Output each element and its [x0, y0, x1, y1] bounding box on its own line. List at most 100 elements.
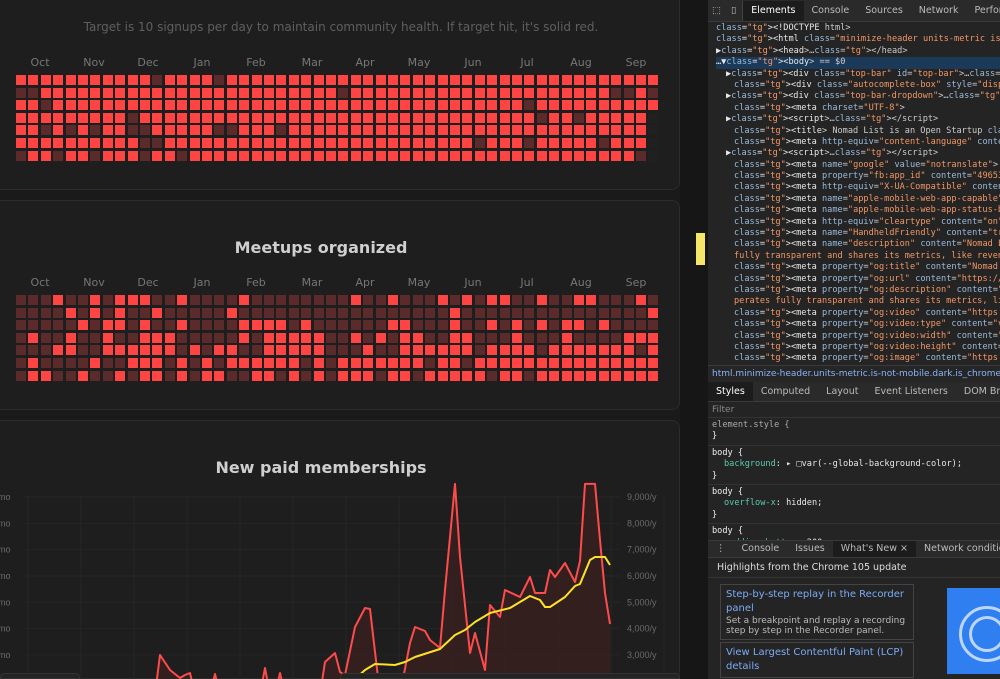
- heatmap-cell-hit[interactable]: [90, 75, 101, 85]
- heatmap-cell-hit[interactable]: [561, 320, 572, 331]
- heatmap-cell-hit[interactable]: [499, 100, 510, 111]
- heatmap-cell-hit[interactable]: [512, 100, 522, 111]
- heatmap-cell-hit[interactable]: [450, 125, 460, 136]
- heatmap-cell-miss[interactable]: [388, 307, 398, 318]
- heatmap-cell-miss[interactable]: [65, 320, 76, 331]
- heatmap-cell-hit[interactable]: [276, 100, 287, 111]
- heatmap-cell-hit[interactable]: [375, 125, 386, 136]
- heatmap-cell-miss[interactable]: [127, 370, 138, 381]
- heatmap-cell-hit[interactable]: [400, 125, 411, 136]
- heatmap-cell-hit[interactable]: [301, 320, 312, 331]
- heatmap-cell-hit[interactable]: [189, 112, 200, 123]
- heatmap-cell-hit[interactable]: [177, 100, 188, 111]
- heatmap-cell-hit[interactable]: [16, 100, 26, 111]
- heatmap-cell-hit[interactable]: [648, 75, 659, 85]
- heatmap-cell-hit[interactable]: [412, 112, 423, 123]
- heatmap-cell-miss[interactable]: [202, 307, 212, 318]
- heatmap-cell-hit[interactable]: [487, 125, 498, 136]
- heatmap-cell-hit[interactable]: [90, 100, 101, 111]
- heatmap-cell-hit[interactable]: [499, 295, 510, 305]
- heatmap-cell-hit[interactable]: [189, 87, 200, 98]
- tab-sources[interactable]: Sources: [865, 4, 903, 16]
- heatmap-cell-miss[interactable]: [127, 320, 138, 331]
- heatmap-cell-hit[interactable]: [313, 358, 324, 368]
- heatmap-cell-hit[interactable]: [636, 138, 646, 148]
- heatmap-cell-hit[interactable]: [288, 332, 299, 343]
- heatmap-cell-hit[interactable]: [301, 332, 312, 343]
- heatmap-cell-hit[interactable]: [586, 87, 597, 98]
- heatmap-cell-miss[interactable]: [16, 307, 26, 318]
- heatmap-cell-miss[interactable]: [28, 87, 39, 98]
- heatmap-cell-miss[interactable]: [549, 320, 560, 331]
- heatmap-cell-miss[interactable]: [226, 320, 237, 331]
- heatmap-cell-hit[interactable]: [586, 75, 597, 85]
- heatmap-cell-hit[interactable]: [115, 150, 126, 161]
- heatmap-cell-hit[interactable]: [425, 100, 436, 111]
- tab-elements[interactable]: Elements: [743, 0, 804, 21]
- dom-node[interactable]: class="tg"><div class="autocomplete-box"…: [734, 79, 1000, 90]
- heatmap-cell-hit[interactable]: [586, 125, 597, 136]
- heatmap-cell-hit[interactable]: [462, 138, 473, 148]
- heatmap-cell-miss[interactable]: [313, 295, 324, 305]
- heatmap-cell-hit[interactable]: [412, 125, 423, 136]
- heatmap-cell-miss[interactable]: [499, 307, 510, 318]
- heatmap-cell-hit[interactable]: [425, 370, 436, 381]
- heatmap-cell-hit[interactable]: [623, 75, 634, 85]
- heatmap-cell-hit[interactable]: [462, 332, 473, 343]
- heatmap-cell-hit[interactable]: [152, 125, 163, 136]
- heatmap-cell-miss[interactable]: [301, 307, 312, 318]
- heatmap-cell-hit[interactable]: [102, 87, 113, 98]
- heatmap-cell-hit[interactable]: [152, 112, 163, 123]
- heatmap-cell-hit[interactable]: [586, 345, 597, 356]
- dom-node[interactable]: ▶class="tg"><head>…class="tg"></head>: [716, 45, 908, 56]
- heatmap-cell-hit[interactable]: [338, 150, 349, 161]
- heatmap-cell-miss[interactable]: [326, 345, 336, 356]
- heatmap-cell-hit[interactable]: [276, 112, 287, 123]
- heatmap-cell-hit[interactable]: [375, 138, 386, 148]
- heatmap-cell-hit[interactable]: [65, 87, 76, 98]
- heatmap-cell-hit[interactable]: [78, 370, 88, 381]
- heatmap-cell-miss[interactable]: [350, 320, 361, 331]
- heatmap-cell-hit[interactable]: [474, 125, 485, 136]
- heatmap-cell-hit[interactable]: [536, 100, 547, 111]
- heatmap-cell-hit[interactable]: [648, 345, 659, 356]
- heatmap-cell-hit[interactable]: [574, 295, 584, 305]
- heatmap-cell-miss[interactable]: [375, 370, 386, 381]
- heatmap-cell-hit[interactable]: [524, 75, 535, 85]
- heatmap-cell-hit[interactable]: [338, 100, 349, 111]
- heatmap-cell-hit[interactable]: [437, 370, 448, 381]
- heatmap-cell-hit[interactable]: [127, 87, 138, 98]
- heatmap-cell-hit[interactable]: [313, 138, 324, 148]
- heatmap-cell-hit[interactable]: [561, 125, 572, 136]
- heatmap-cell-hit[interactable]: [115, 100, 126, 111]
- heatmap-cell-hit[interactable]: [437, 138, 448, 148]
- heatmap-cell-miss[interactable]: [512, 295, 522, 305]
- heatmap-cell-miss[interactable]: [326, 332, 336, 343]
- drawer-tab-network-conditions[interactable]: Network conditions: [924, 543, 1000, 554]
- heatmap-cell-hit[interactable]: [499, 75, 510, 85]
- heatmap-cell-hit[interactable]: [115, 112, 126, 123]
- heatmap-cell-hit[interactable]: [177, 87, 188, 98]
- heatmap-cell-hit[interactable]: [313, 370, 324, 381]
- heatmap-cell-hit[interactable]: [28, 125, 39, 136]
- heatmap-cell-miss[interactable]: [140, 307, 150, 318]
- heatmap-cell-hit[interactable]: [177, 138, 188, 148]
- heatmap-cell-hit[interactable]: [524, 345, 535, 356]
- news-title[interactable]: View Largest Contentful Paint (LCP) deta…: [726, 647, 904, 672]
- heatmap-cell-miss[interactable]: [239, 345, 250, 356]
- dom-node[interactable]: class="tg"><meta name="apple-mobile-web-…: [734, 205, 1000, 216]
- heatmap-cell-hit[interactable]: [239, 100, 250, 111]
- heatmap-cell-hit[interactable]: [226, 75, 237, 85]
- heatmap-cell-miss[interactable]: [276, 295, 287, 305]
- heatmap-cell-hit[interactable]: [251, 370, 262, 381]
- heatmap-cell-miss[interactable]: [202, 320, 212, 331]
- heatmap-cell-miss[interactable]: [598, 332, 609, 343]
- heatmap-cell-hit[interactable]: [140, 87, 150, 98]
- heatmap-cell-hit[interactable]: [326, 150, 336, 161]
- heatmap-cell-hit[interactable]: [499, 358, 510, 368]
- heatmap-cell-hit[interactable]: [264, 370, 274, 381]
- heatmap-cell-miss[interactable]: [487, 332, 498, 343]
- heatmap-cell-hit[interactable]: [152, 370, 163, 381]
- heatmap-cell-miss[interactable]: [28, 307, 39, 318]
- heatmap-cell-hit[interactable]: [276, 320, 287, 331]
